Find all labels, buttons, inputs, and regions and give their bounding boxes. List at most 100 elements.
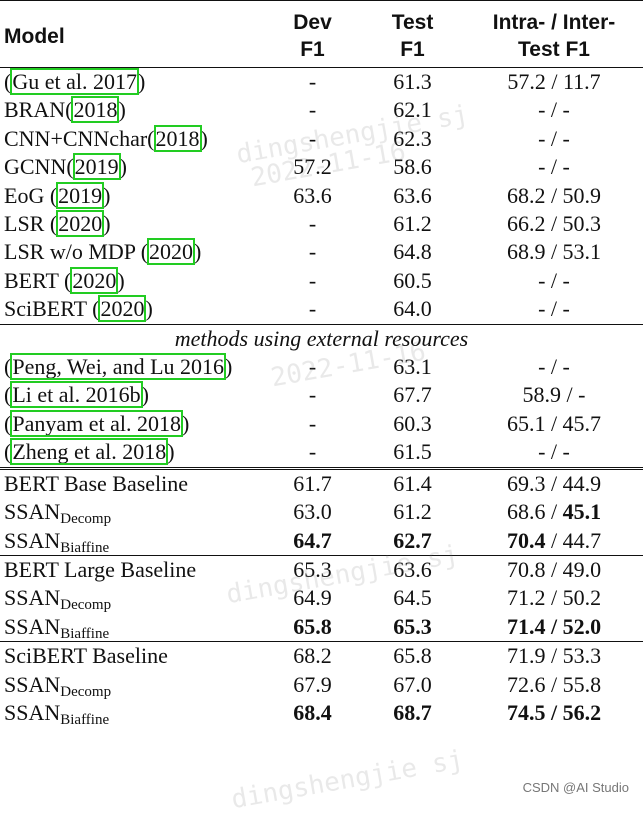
intra-inter-f1: 57.2 / 11.7	[507, 69, 601, 94]
intra-f1: 71.2	[506, 585, 546, 611]
slash: /	[545, 585, 563, 611]
intra-f1: 72.6	[506, 671, 546, 697]
test-f1: 63.1	[393, 354, 432, 380]
test-f1: 63.6	[393, 182, 432, 208]
csdn-watermark: CSDN @AI Studio	[522, 780, 629, 795]
citation-link[interactable]: Panyam et al. 2018	[10, 409, 183, 437]
header-test-line2: F1	[400, 38, 425, 61]
model-paren: )	[119, 154, 127, 180]
model-cell: SciBERT (2020)	[0, 295, 265, 324]
model-paren: )	[145, 296, 153, 322]
header-dev-line1: Dev	[293, 11, 332, 34]
table-row: SSANBiaffine 64.7 62.7 70.4 / 44.7	[0, 527, 643, 556]
dev-f1: -	[308, 239, 317, 265]
model-name: (	[4, 382, 12, 408]
table-row: SSANDecomp 64.9 64.5 71.2 / 50.2	[0, 584, 643, 613]
citation-link[interactable]: 2019	[56, 181, 105, 209]
test-f1: 67.0	[393, 671, 432, 697]
citation-link[interactable]: 2019	[72, 153, 121, 181]
dev-f1: 57.2	[293, 154, 332, 180]
table-row: SSANBiaffine 65.8 65.3 71.4 / 52.0	[0, 613, 643, 642]
slash: /	[545, 613, 563, 639]
intra-inter-f1: 74.5 / 56.2	[465, 699, 643, 727]
intra-f1: 71.4	[506, 613, 546, 639]
slash: /	[545, 671, 563, 697]
inter-f1: 53.3	[562, 643, 602, 669]
citation-link[interactable]: Gu et al. 2017	[10, 68, 139, 95]
test-f1: 64.0	[393, 296, 432, 322]
test-f1: 61.2	[393, 499, 432, 525]
model-cell: LSR w/o MDP (2020)	[0, 238, 265, 266]
citation-link[interactable]: 2018	[153, 124, 202, 152]
dev-f1: -	[308, 439, 317, 465]
inter-f1: 49.0	[562, 556, 602, 582]
model-name: SSAN	[4, 527, 61, 553]
header-intra-line2: Test F1	[518, 38, 590, 61]
citation-link[interactable]: Li et al. 2016b	[10, 381, 143, 409]
intra-inter-f1: 71.2 / 50.2	[465, 584, 643, 612]
table-row: BERT Base Baseline 61.7 61.4 69.3 / 44.9	[0, 466, 643, 499]
table-row: SciBERT (2020) - 64.0 - / -	[0, 295, 643, 324]
intra-inter-f1: 71.4 / 52.0	[465, 613, 643, 642]
model-name: BERT (	[4, 267, 72, 293]
model-name: LSR (	[4, 211, 58, 237]
model-name: GCNN(	[4, 154, 74, 180]
slash: /	[545, 556, 563, 582]
test-f1: 58.6	[393, 154, 432, 180]
test-f1: 65.8	[360, 641, 465, 671]
test-f1: 60.3	[393, 410, 432, 436]
dev-f1: -	[308, 410, 317, 436]
table-row: SciBERT Baseline 68.2 65.8 71.9 / 53.3	[0, 641, 643, 671]
inter-f1: 44.7	[562, 527, 602, 553]
test-f1: 62.7	[393, 527, 432, 553]
model-name: EoG (	[4, 182, 58, 208]
citation-link[interactable]: 2020	[147, 238, 196, 266]
intra-f1: 68.6	[506, 499, 546, 525]
table-row: (Gu et al. 2017) - 61.3 57.2 / 11.7	[0, 68, 643, 97]
intra-inter-f1: 71.9 / 53.3	[465, 641, 643, 671]
intra-f1: 70.4	[506, 527, 546, 553]
table-row: (Zheng et al. 2018) - 61.5 - / -	[0, 438, 643, 468]
citation-link[interactable]: Zheng et al. 2018	[10, 438, 169, 466]
test-f1: 65.3	[393, 613, 432, 639]
model-name: (	[4, 69, 12, 94]
dev-f1: 68.2	[265, 641, 360, 671]
slash: /	[545, 470, 563, 496]
table-row: BERT Large Baseline 65.3 63.6 70.8 / 49.…	[0, 554, 643, 585]
model-cell: (Peng, Wei, and Lu 2016)	[0, 353, 265, 381]
model-name: BRAN(	[4, 97, 73, 123]
model-cell: SSANDecomp	[0, 584, 265, 613]
header-test-line1: Test	[391, 11, 434, 34]
header-row: Model Dev F1 Test F1 Intra- / Inter- Tes…	[0, 0, 643, 68]
table-row: (Li et al. 2016b) - 67.7 58.9 / -	[0, 381, 643, 409]
intra-inter-f1: 58.9 / -	[522, 382, 586, 408]
header-model: Model	[0, 0, 265, 68]
inter-f1: 56.2	[562, 699, 602, 725]
citation-link[interactable]: 2020	[70, 266, 119, 294]
citation-link[interactable]: 2020	[56, 210, 105, 238]
model-name: (	[4, 439, 12, 465]
slash: /	[545, 699, 563, 725]
watermark: dingshengjie sj	[229, 744, 466, 815]
citation-link[interactable]: 2020	[98, 295, 147, 323]
dev-f1: 64.7	[293, 527, 332, 553]
model-paren: )	[141, 382, 149, 408]
dev-f1: 64.9	[293, 585, 332, 611]
citation-link[interactable]: Peng, Wei, and Lu 2016	[10, 353, 227, 381]
dev-f1: 61.7	[265, 466, 360, 499]
model-paren: )	[103, 211, 111, 237]
table-row: CNN+CNNchar(2018) - 62.3 - / -	[0, 124, 643, 153]
test-f1: 68.7	[393, 699, 432, 725]
intra-inter-f1: 70.4 / 44.7	[465, 527, 643, 556]
table-row: (Peng, Wei, and Lu 2016) - 63.1 - / -	[0, 353, 643, 381]
dev-f1: 65.8	[293, 613, 332, 639]
test-f1: 61.2	[393, 211, 432, 237]
model-cell: LSR (2020)	[0, 210, 265, 238]
test-f1: 61.5	[393, 439, 432, 465]
model-paren: )	[167, 439, 175, 465]
citation-link[interactable]: 2018	[71, 96, 120, 124]
dev-f1: -	[308, 69, 317, 94]
table-row: LSR (2020) - 61.2 66.2 / 50.3	[0, 210, 643, 238]
table-row: EoG (2019) 63.6 63.6 68.2 / 50.9	[0, 181, 643, 210]
model-paren: )	[194, 239, 202, 265]
